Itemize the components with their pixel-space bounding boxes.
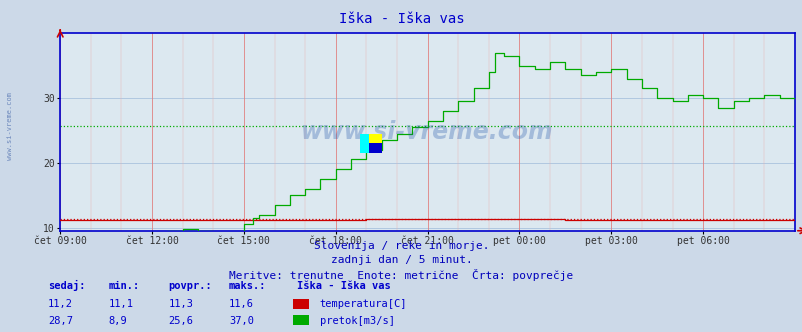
Text: 25,6: 25,6: [168, 316, 193, 326]
Text: 11,6: 11,6: [229, 299, 253, 309]
Text: 11,2: 11,2: [48, 299, 73, 309]
Text: temperatura[C]: temperatura[C]: [319, 299, 407, 309]
Text: Meritve: trenutne  Enote: metrične  Črta: povprečje: Meritve: trenutne Enote: metrične Črta: …: [229, 269, 573, 281]
Text: pretok[m3/s]: pretok[m3/s]: [319, 316, 394, 326]
Text: 8,9: 8,9: [108, 316, 127, 326]
Text: zadnji dan / 5 minut.: zadnji dan / 5 minut.: [330, 255, 472, 265]
Text: povpr.:: povpr.:: [168, 281, 212, 291]
Polygon shape: [368, 133, 381, 143]
Text: 11,1: 11,1: [108, 299, 133, 309]
Text: 28,7: 28,7: [48, 316, 73, 326]
Polygon shape: [360, 133, 368, 153]
Text: 37,0: 37,0: [229, 316, 253, 326]
Text: Slovenija / reke in morje.: Slovenija / reke in morje.: [314, 241, 488, 251]
Text: min.:: min.:: [108, 281, 140, 291]
Text: www.si-vreme.com: www.si-vreme.com: [301, 120, 553, 144]
Text: maks.:: maks.:: [229, 281, 266, 291]
Text: Iška - Iška vas: Iška - Iška vas: [338, 12, 464, 26]
Polygon shape: [368, 143, 381, 153]
Text: sedaj:: sedaj:: [48, 280, 86, 291]
Text: Iška - Iška vas: Iška - Iška vas: [297, 281, 391, 291]
Text: www.si-vreme.com: www.si-vreme.com: [6, 92, 13, 160]
Text: 11,3: 11,3: [168, 299, 193, 309]
